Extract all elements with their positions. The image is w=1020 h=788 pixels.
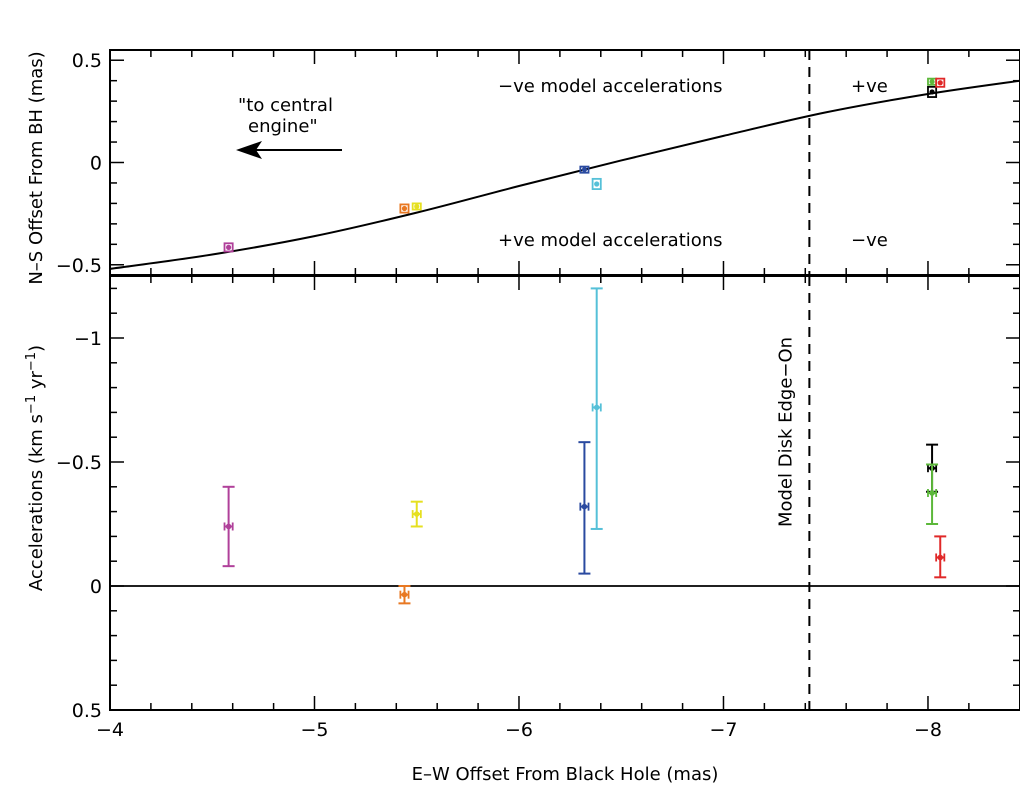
point-marker bbox=[937, 80, 943, 86]
top-y-tick-label: 0 bbox=[90, 153, 102, 175]
top-points bbox=[223, 77, 946, 253]
point-marker bbox=[937, 554, 944, 561]
top-y-tick-label: −0.5 bbox=[56, 255, 102, 277]
error-box bbox=[411, 202, 422, 211]
point-marker bbox=[401, 205, 408, 212]
point-marker bbox=[581, 167, 588, 173]
point-marker bbox=[225, 523, 232, 530]
bottom-data-point bbox=[934, 535, 947, 579]
x-tick-label: −6 bbox=[505, 719, 533, 741]
point-marker bbox=[413, 511, 420, 517]
error-box bbox=[935, 77, 946, 88]
bottom-points bbox=[222, 287, 947, 605]
bottom-data-point bbox=[926, 463, 939, 525]
error-box bbox=[223, 242, 234, 253]
model-curve bbox=[109, 79, 1020, 270]
point-marker bbox=[594, 181, 600, 187]
bottom-panel-ticks: −1 −0.5 0 0.5−4 −5 −6 −7 −8 bbox=[56, 276, 1020, 741]
error-box bbox=[399, 203, 410, 214]
top-data-point bbox=[223, 242, 234, 253]
point-marker bbox=[401, 591, 408, 598]
bottom-data-point bbox=[578, 441, 591, 575]
top-data-point bbox=[927, 85, 938, 98]
top-data-point bbox=[935, 77, 946, 88]
arrow-label-line1: "to central bbox=[238, 95, 333, 116]
top-data-point bbox=[591, 177, 602, 190]
bottom-panel-frame bbox=[109, 275, 1020, 711]
x-tick-label: −8 bbox=[914, 719, 942, 741]
arrow-label-line2: engine" bbox=[248, 116, 318, 137]
pos-accel-label-right: +ve bbox=[851, 76, 888, 97]
pos-accel-label-bottom: +ve model accelerations bbox=[498, 230, 723, 251]
top-y-tick-label: 0.5 bbox=[72, 50, 102, 72]
x-tick-label: −5 bbox=[300, 719, 328, 741]
x-tick-label: −7 bbox=[709, 719, 737, 741]
x-axis-label: E–W Offset From Black Hole (mas) bbox=[412, 764, 719, 785]
point-marker bbox=[414, 203, 420, 210]
point-marker bbox=[929, 79, 935, 85]
error-box bbox=[927, 85, 938, 98]
neg-accel-label-top: −ve model accelerations bbox=[498, 76, 723, 97]
bottom-y-axis-label: Accelerations (km s−1 yr−1) bbox=[24, 345, 47, 591]
edge-on-label: Model Disk Edge−On bbox=[775, 337, 796, 527]
point-marker bbox=[929, 490, 935, 496]
top-data-point bbox=[399, 203, 410, 214]
top-data-point bbox=[579, 165, 590, 174]
error-box bbox=[591, 177, 602, 190]
bottom-y-tick-label: −1 bbox=[74, 328, 102, 350]
x-tick-label: −4 bbox=[96, 719, 124, 741]
point-marker bbox=[226, 244, 232, 250]
bottom-data-point bbox=[590, 287, 603, 530]
point-marker bbox=[593, 404, 600, 411]
bottom-y-tick-label: 0.5 bbox=[72, 700, 102, 722]
top-y-axis-label: N–S Offset From BH (mas) bbox=[26, 51, 47, 284]
error-box bbox=[579, 165, 590, 174]
top-panel-ticks: 0.5 0 −0.5 bbox=[56, 50, 1020, 277]
central-engine-arrow bbox=[236, 141, 342, 159]
point-marker bbox=[929, 89, 935, 95]
bottom-data-point bbox=[410, 500, 423, 528]
top-data-point bbox=[411, 202, 422, 211]
bottom-y-tick-label: −0.5 bbox=[56, 452, 102, 474]
point-marker bbox=[581, 503, 588, 510]
bottom-data-point bbox=[222, 485, 235, 568]
top-data-point bbox=[927, 77, 938, 86]
bottom-data-point bbox=[398, 585, 411, 605]
bottom-y-tick-label: 0 bbox=[90, 576, 102, 598]
neg-accel-label-right: −ve bbox=[851, 230, 888, 251]
